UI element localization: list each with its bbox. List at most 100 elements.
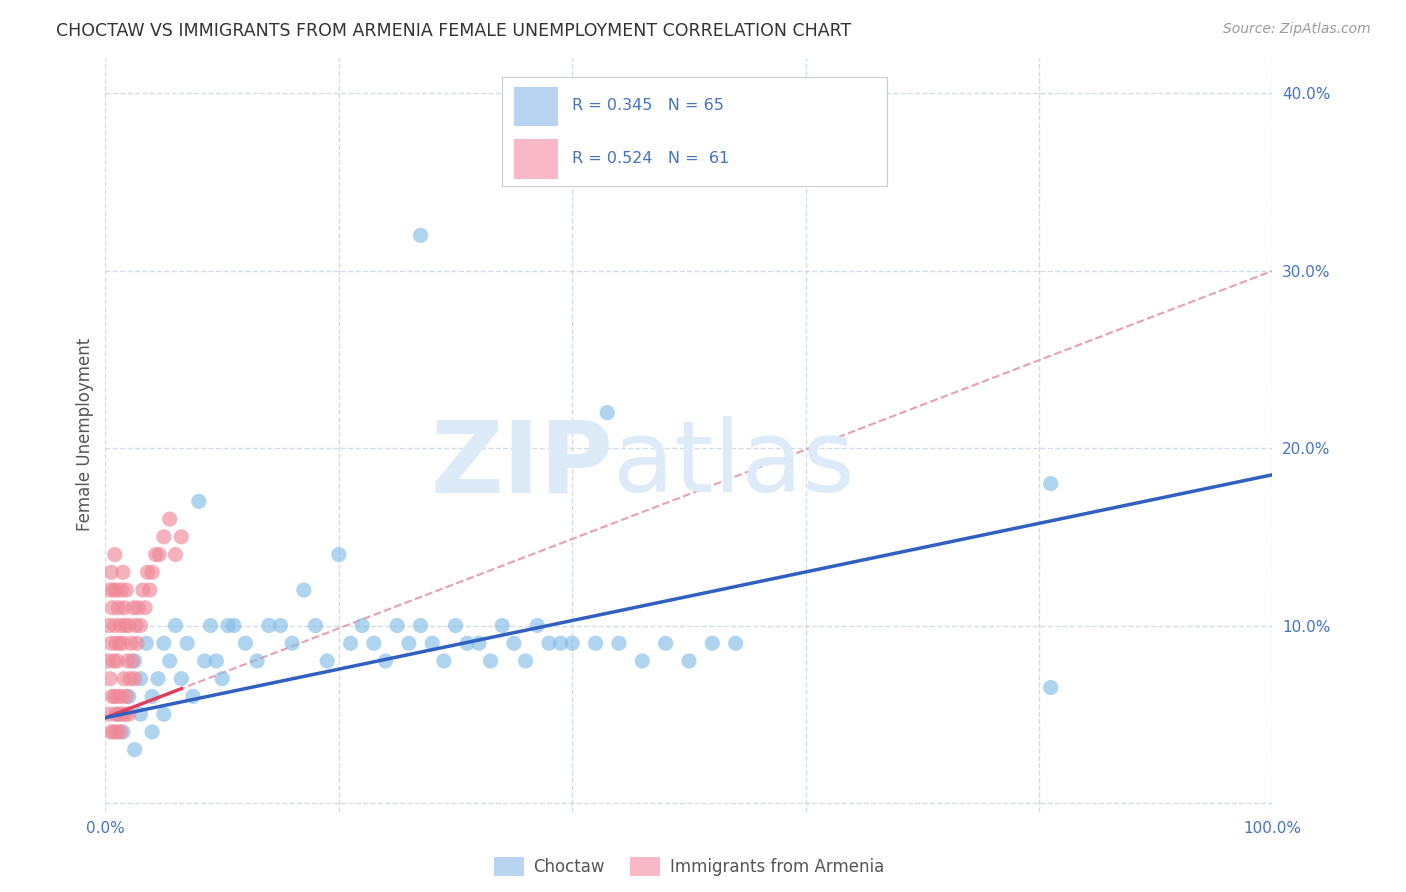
Text: Source: ZipAtlas.com: Source: ZipAtlas.com [1223, 22, 1371, 37]
Point [328, 548, 350, 562]
Point [125, 636, 148, 650]
Point [159, 512, 181, 526]
Point [127, 600, 149, 615]
Point [526, 618, 548, 632]
Point [105, 654, 128, 668]
Text: ZIP: ZIP [430, 417, 613, 514]
Point [385, 618, 408, 632]
Point [153, 530, 174, 544]
Point [107, 690, 129, 704]
Point [105, 725, 128, 739]
Point [107, 600, 129, 615]
Bar [513, 139, 558, 178]
Point [118, 618, 141, 632]
Point [141, 725, 163, 739]
Point [122, 600, 145, 615]
Point [146, 672, 169, 686]
Point [1039, 476, 1062, 491]
Point [678, 654, 700, 668]
Point [339, 636, 361, 650]
Point [112, 600, 135, 615]
Point [118, 690, 141, 704]
Point [104, 707, 127, 722]
Point [103, 654, 125, 668]
Point [153, 707, 174, 722]
Point [97, 654, 120, 668]
Point [200, 618, 222, 632]
Point [118, 707, 141, 722]
Point [304, 618, 326, 632]
Point [114, 618, 136, 632]
Point [409, 228, 432, 243]
Point [702, 636, 724, 650]
Point [153, 636, 174, 650]
Point [98, 672, 121, 686]
Point [170, 530, 193, 544]
Point [120, 636, 142, 650]
Point [129, 672, 152, 686]
Point [420, 636, 443, 650]
Point [148, 548, 170, 562]
Legend: Choctaw, Immigrants from Armenia: Choctaw, Immigrants from Armenia [486, 850, 891, 882]
Point [211, 672, 233, 686]
Point [103, 725, 125, 739]
Point [118, 672, 141, 686]
Point [115, 582, 138, 597]
Point [135, 636, 157, 650]
Point [121, 654, 143, 668]
Point [112, 672, 135, 686]
Point [292, 582, 315, 597]
Text: atlas: atlas [613, 417, 855, 514]
Point [129, 618, 152, 632]
Point [631, 654, 654, 668]
Point [205, 654, 228, 668]
Point [124, 672, 146, 686]
Point [257, 618, 280, 632]
Point [550, 636, 572, 650]
Point [100, 725, 122, 739]
Point [124, 654, 146, 668]
Point [159, 654, 181, 668]
Bar [513, 87, 558, 126]
Point [111, 725, 134, 739]
Point [281, 636, 304, 650]
Point [374, 654, 396, 668]
Point [111, 690, 134, 704]
Point [100, 566, 122, 580]
Point [165, 618, 187, 632]
Point [352, 618, 374, 632]
Point [136, 566, 159, 580]
Point [111, 566, 134, 580]
Point [246, 654, 269, 668]
Text: R = 0.345   N = 65: R = 0.345 N = 65 [572, 98, 724, 113]
Point [110, 618, 132, 632]
Point [129, 707, 152, 722]
Point [145, 548, 167, 562]
Text: CHOCTAW VS IMMIGRANTS FROM ARMENIA FEMALE UNEMPLOYMENT CORRELATION CHART: CHOCTAW VS IMMIGRANTS FROM ARMENIA FEMAL… [56, 22, 852, 40]
Point [98, 582, 121, 597]
Point [100, 636, 122, 650]
Y-axis label: Female Unemployment: Female Unemployment [76, 338, 94, 532]
Point [105, 707, 128, 722]
Point [141, 690, 163, 704]
Point [101, 690, 124, 704]
Point [104, 690, 127, 704]
Point [479, 654, 502, 668]
Point [491, 618, 513, 632]
Point [125, 618, 148, 632]
Point [104, 618, 127, 632]
Point [217, 618, 239, 632]
Point [97, 618, 120, 632]
Point [456, 636, 478, 650]
Point [654, 636, 676, 650]
Point [108, 636, 131, 650]
Point [176, 636, 198, 650]
Point [607, 636, 630, 650]
Point [165, 548, 187, 562]
Point [115, 690, 138, 704]
Point [170, 672, 193, 686]
Point [139, 582, 162, 597]
Point [108, 707, 131, 722]
Point [724, 636, 747, 650]
Point [104, 548, 127, 562]
